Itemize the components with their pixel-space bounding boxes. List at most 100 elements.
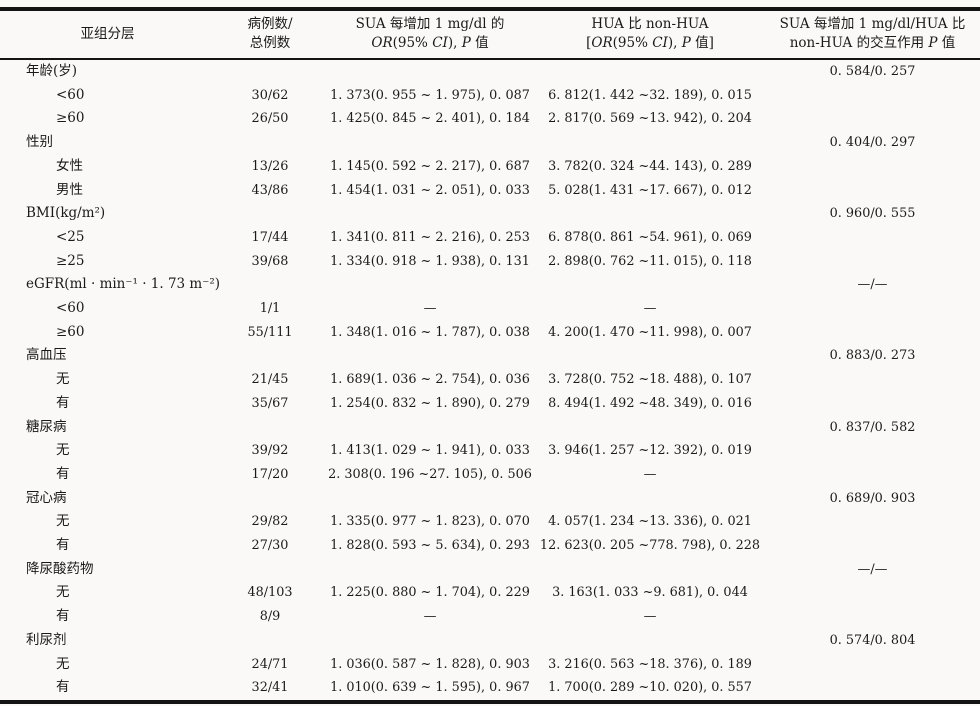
cases-total: 30/62 (251, 87, 289, 103)
sua-or-ci-p: 1. 145(0. 592 ~ 2. 217), 0. 687 (330, 158, 530, 174)
subgroup-label: eGFR(ml · min⁻¹ · 1. 73 m⁻²) (26, 276, 221, 293)
interaction-p (765, 534, 980, 558)
table-row-category: 年龄(岁) 0. 584/0. 257 (0, 59, 980, 84)
table-row-subgroup: 无 29/82 1. 335(0. 977 ~ 1. 823), 0. 070 4. … (0, 510, 980, 534)
interaction-p (765, 250, 980, 274)
cases-total: 43/86 (251, 182, 289, 198)
sua-or-ci-p: 1. 341(0. 811 ~ 2. 216), 0. 253 (330, 229, 530, 245)
cases-total: 55/111 (247, 324, 293, 340)
cases-total: 24/71 (251, 656, 289, 672)
table-row-subgroup: 有 32/41 1. 010(0. 639 ~ 1. 595), 0. 967 1. … (0, 676, 980, 702)
cases-total (215, 487, 325, 511)
sua-or-ci-p (325, 344, 535, 368)
table-row-subgroup: <25 17/44 1. 341(0. 811 ~ 2. 216), 0. 253 6… (0, 226, 980, 250)
header-interaction-line2: non-HUA 的交互作用 P 值 (789, 35, 956, 51)
sua-or-ci-p: 1. 413(1. 029 ~ 1. 941), 0. 033 (330, 443, 530, 459)
interaction-p (765, 392, 980, 416)
interaction-p: 0. 574/0. 804 (829, 632, 916, 648)
subgroup-label: 无 (56, 655, 70, 672)
table-row-subgroup: 无 24/71 1. 036(0. 587 ~ 1. 828), 0. 903 3. … (0, 653, 980, 677)
table-row-category: eGFR(ml · min⁻¹ · 1. 73 m⁻²) —/— (0, 273, 980, 297)
sua-or-ci-p (325, 202, 535, 226)
interaction-p (765, 297, 980, 321)
interaction-p (765, 605, 980, 629)
table-row-subgroup: 有 27/30 1. 828(0. 593 ~ 5. 634), 0. 293 12.… (0, 534, 980, 558)
cases-total: 17/20 (251, 466, 289, 482)
sua-or-ci-p (325, 416, 535, 440)
cases-total: 39/92 (251, 443, 289, 459)
sua-or-ci-p: 2. 308(0. 196 ~27. 105), 0. 506 (328, 466, 532, 482)
table-row-subgroup: 有 35/67 1. 254(0. 832 ~ 1. 890), 0. 279 8. … (0, 392, 980, 416)
subgroup-label: <25 (56, 228, 85, 245)
subgroup-label: <60 (56, 300, 85, 317)
hua-or-ci-p: 6. 812(1. 442 ~32. 189), 0. 015 (548, 87, 752, 103)
subgroup-analysis-table: 亚组分层 病例数/ 总例数 SUA 每增加 1 mg/dl 的 OR(95% C… (0, 7, 980, 704)
hua-or-ci-p: 3. 782(0. 324 ~44. 143), 0. 289 (548, 158, 752, 174)
table-row-subgroup: 无 21/45 1. 689(1. 036 ~ 2. 754), 0. 036 3. … (0, 368, 980, 392)
sua-or-ci-p (325, 273, 535, 297)
interaction-p (765, 179, 980, 203)
header-cases: 病例数/ 总例数 (215, 9, 325, 60)
cases-total: 17/44 (251, 229, 289, 245)
sua-or-ci-p: 1. 828(0. 593 ~ 5. 634), 0. 293 (330, 538, 530, 554)
hua-or-ci-p (535, 273, 765, 297)
table-row-subgroup: 无 48/103 1. 225(0. 880 ~ 1. 704), 0. 229 3.… (0, 581, 980, 605)
cases-total (215, 344, 325, 368)
interaction-p (765, 581, 980, 605)
interaction-p (765, 463, 980, 487)
subgroup-label: 有 (56, 608, 70, 625)
cases-total: 39/68 (251, 253, 289, 269)
hua-or-ci-p (535, 487, 765, 511)
header-sua-or-line1: SUA 每增加 1 mg/dl 的 (355, 16, 505, 32)
table-row-subgroup: <60 30/62 1. 373(0. 955 ~ 1. 975), 0. 087 6… (0, 84, 980, 108)
header-hua-line1: HUA 比 non-HUA (591, 16, 709, 32)
hua-or-ci-p: 12. 623(0. 205 ~778. 798), 0. 228 (539, 538, 761, 554)
subgroup-label: 无 (56, 513, 70, 530)
header-sua-or-line2: OR(95% CI), P 值 (371, 35, 489, 51)
subgroup-label: 有 (56, 537, 70, 554)
interaction-p (765, 510, 980, 534)
hua-or-ci-p: — (643, 301, 657, 317)
subgroup-label: 无 (56, 371, 70, 388)
hua-or-ci-p: 3. 163(1. 033 ~9. 681), 0. 044 (552, 585, 748, 601)
hua-or-ci-p: 8. 494(1. 492 ~48. 349), 0. 016 (548, 395, 752, 411)
hua-or-ci-p (535, 131, 765, 155)
subgroup-label: 男性 (56, 181, 83, 198)
sua-or-ci-p: 1. 010(0. 639 ~ 1. 595), 0. 967 (330, 680, 530, 696)
header-interaction-line1: SUA 每增加 1 mg/dl/HUA 比 (779, 16, 966, 32)
cases-total (215, 59, 325, 84)
hua-or-ci-p (535, 59, 765, 84)
table-row-subgroup: ≥60 26/50 1. 425(0. 845 ~ 2. 401), 0. 184 2… (0, 107, 980, 131)
table-row-subgroup: 有 17/20 2. 308(0. 196 ~27. 105), 0. 506 — (0, 463, 980, 487)
header-cases-line2: 总例数 (249, 35, 291, 51)
table-row-category: 冠心病 0. 689/0. 903 (0, 487, 980, 511)
subgroup-label: 无 (56, 442, 70, 459)
header-hua-line2: [OR(95% CI), P 值] (586, 35, 714, 51)
subgroup-label: 性别 (26, 134, 53, 151)
sua-or-ci-p: 1. 373(0. 955 ~ 1. 975), 0. 087 (330, 87, 530, 103)
table-row-category: 性别 0. 404/0. 297 (0, 131, 980, 155)
interaction-p (765, 676, 980, 702)
subgroup-label: ≥25 (56, 252, 85, 269)
header-subgroup: 亚组分层 (0, 9, 215, 60)
sua-or-ci-p: 1. 225(0. 880 ~ 1. 704), 0. 229 (330, 585, 530, 601)
cases-total: 8/9 (259, 609, 281, 625)
sua-or-ci-p: 1. 348(1. 016 ~ 1. 787), 0. 038 (330, 324, 530, 340)
subgroup-label: 女性 (56, 157, 83, 174)
table-row-subgroup: ≥60 55/111 1. 348(1. 016 ~ 1. 787), 0. 038… (0, 321, 980, 345)
sua-or-ci-p: 1. 036(0. 587 ~ 1. 828), 0. 903 (330, 656, 530, 672)
sua-or-ci-p: — (423, 609, 437, 625)
cases-total: 1/1 (259, 301, 281, 317)
interaction-p (765, 155, 980, 179)
hua-or-ci-p: 2. 817(0. 569 ~13. 942), 0. 204 (548, 111, 752, 127)
interaction-p: 0. 689/0. 903 (829, 490, 916, 506)
subgroup-label: 无 (56, 584, 70, 601)
hua-or-ci-p (535, 629, 765, 653)
interaction-p (765, 653, 980, 677)
interaction-p (765, 321, 980, 345)
sua-or-ci-p: 1. 254(0. 832 ~ 1. 890), 0. 279 (330, 395, 530, 411)
interaction-p: 0. 837/0. 582 (829, 419, 916, 435)
interaction-p: 0. 883/0. 273 (829, 348, 916, 364)
sua-or-ci-p: 1. 335(0. 977 ~ 1. 823), 0. 070 (330, 514, 530, 530)
subgroup-label: <60 (56, 86, 85, 103)
